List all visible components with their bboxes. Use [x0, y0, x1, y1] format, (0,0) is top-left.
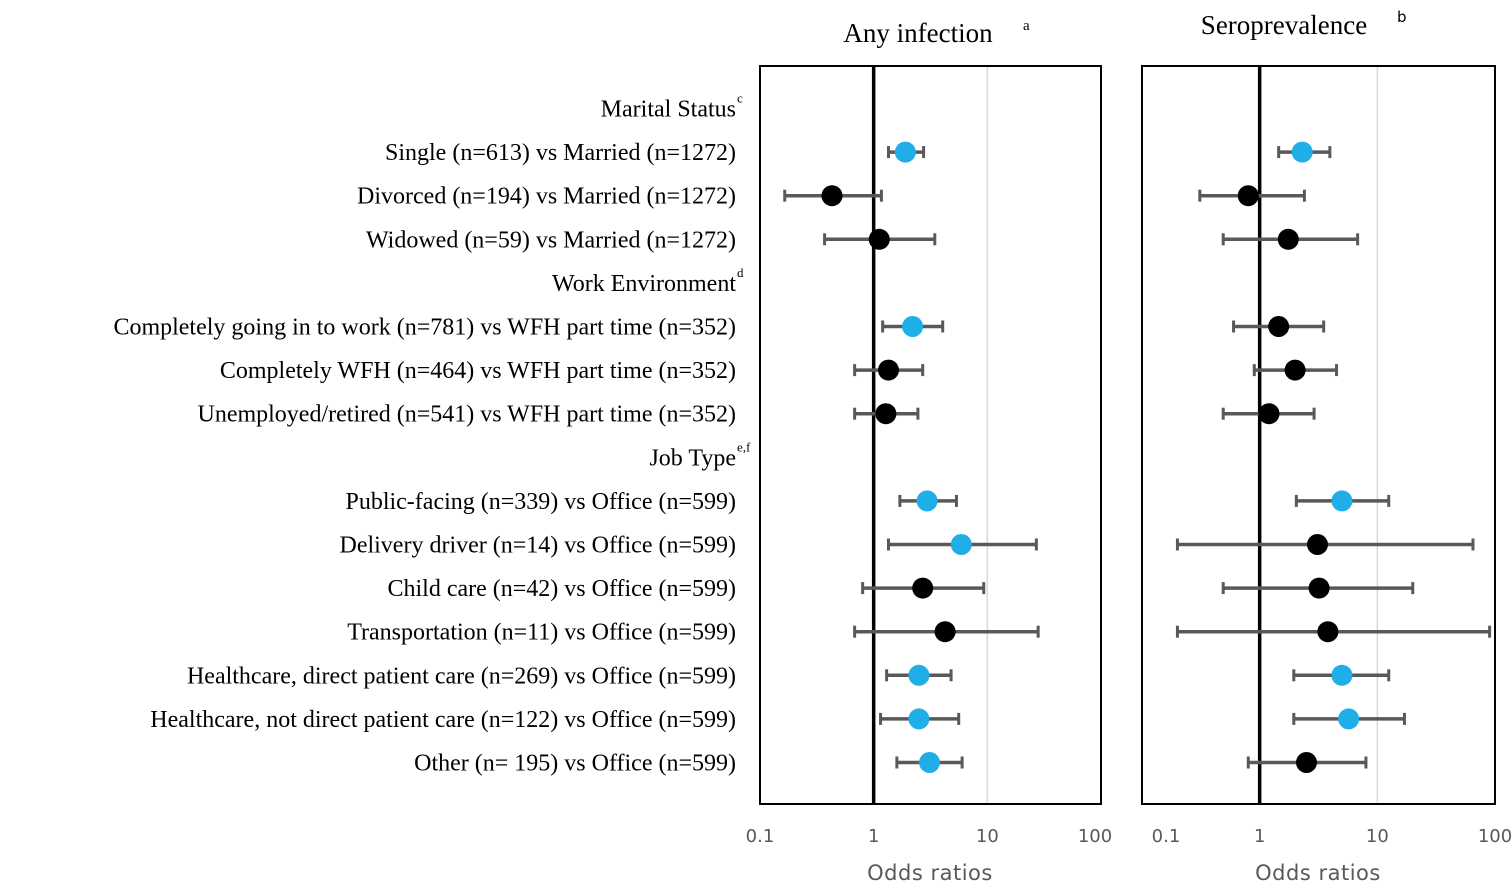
row-label: Unemployed/retired (n=541) vs WFH part t… [197, 402, 736, 428]
panel-any-infection: Any infection a 0.1 1 10 100 Odds ratios [746, 18, 1113, 885]
row-label: Child care (n=42) vs Office (n=599) [387, 576, 736, 602]
odds-ratio-point-significant [950, 534, 972, 555]
odds-ratio-point [934, 621, 956, 643]
odds-ratio-point [912, 577, 934, 599]
odds-ratio-point-significant [1291, 141, 1313, 163]
group-header-superscript: d [737, 265, 744, 280]
odds-ratio-point-significant [919, 752, 941, 773]
group-header-superscript: c [737, 91, 743, 106]
group-header-label: Work Environment [552, 271, 736, 297]
plot-frame [759, 65, 1102, 805]
odds-ratio-point [877, 359, 899, 381]
panel-seroprevalence: Seroprevalence b 0.1 1 10 100 Odds ratios [1141, 8, 1512, 885]
panel-title-superscript: a [1023, 18, 1030, 34]
odds-ratio-point-significant [916, 490, 938, 512]
group-header-label: Marital Status [601, 97, 736, 123]
odds-ratio-point [1317, 621, 1339, 643]
odds-ratio-point-significant [1331, 490, 1353, 512]
row-label: Public-facing (n=339) vs Office (n=599) [345, 489, 736, 515]
row-label: Healthcare, not direct patient care (n=1… [150, 707, 736, 733]
x-tick-label: 100 [1078, 826, 1112, 847]
panel-title: Any infection [843, 18, 993, 48]
odds-ratio-point [1306, 534, 1328, 555]
x-tick-label: 10 [976, 826, 999, 847]
odds-ratio-point-significant [1331, 664, 1353, 686]
odds-ratio-point-significant [908, 664, 930, 686]
x-tick-label: 0.1 [1152, 826, 1181, 847]
panel-title: Seroprevalence [1201, 10, 1367, 40]
odds-ratio-point-significant [908, 708, 930, 730]
x-axis-title: Odds ratios [867, 861, 993, 885]
row-label: Completely WFH (n=464) vs WFH part time … [220, 358, 736, 384]
group-header-superscript: e,f [737, 439, 751, 454]
x-tick-label: 100 [1478, 826, 1512, 847]
x-tick-label: 1 [868, 826, 879, 847]
row-label: Single (n=613) vs Married (n=1272) [385, 140, 736, 166]
odds-ratio-point [1237, 185, 1259, 207]
x-tick-label: 0.1 [746, 826, 775, 847]
odds-ratio-point [868, 228, 890, 250]
plot-frame [1141, 65, 1496, 805]
group-header-label: Job Type [649, 445, 736, 471]
row-label: Other (n= 195) vs Office (n=599) [414, 751, 736, 777]
row-label: Widowed (n=59) vs Married (n=1272) [366, 227, 736, 253]
row-label: Delivery driver (n=14) vs Office (n=599) [339, 533, 736, 559]
x-tick-label: 10 [1366, 826, 1389, 847]
odds-ratio-point [821, 185, 843, 207]
odds-ratio-point-significant [1338, 708, 1360, 730]
odds-ratio-point [1277, 228, 1299, 250]
odds-ratio-point-significant [902, 316, 924, 337]
row-label: Divorced (n=194) vs Married (n=1272) [357, 184, 736, 210]
x-tick-label: 1 [1254, 826, 1265, 847]
odds-ratio-point [1268, 316, 1290, 337]
odds-ratio-point [1308, 577, 1330, 599]
odds-ratio-point [1284, 359, 1306, 381]
odds-ratio-point [1258, 403, 1280, 425]
odds-ratio-point [1295, 752, 1317, 773]
x-axis-title: Odds ratios [1255, 861, 1381, 885]
panel-title-superscript: b [1397, 8, 1407, 26]
row-label: Transportation (n=11) vs Office (n=599) [347, 620, 736, 646]
odds-ratio-point-significant [894, 141, 916, 163]
odds-ratio-point [875, 403, 897, 425]
row-label: Completely going in to work (n=781) vs W… [113, 315, 736, 341]
row-label: Healthcare, direct patient care (n=269) … [187, 663, 736, 689]
